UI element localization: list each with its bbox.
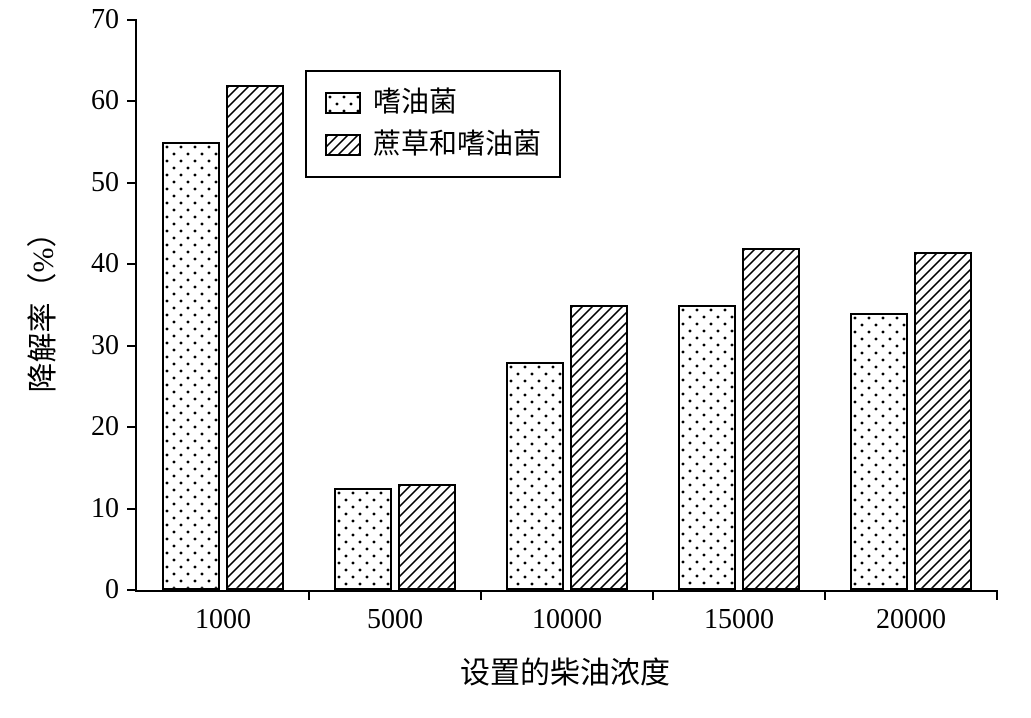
y-tick-mark [127,345,137,347]
plot-area: 01020304050607010005000100001500020000 [135,20,997,592]
bar [914,252,972,590]
legend: 嗜油菌蔗草和嗜油菌 [305,70,561,178]
chart-container: 01020304050607010005000100001500020000 降… [0,0,1031,718]
y-tick-mark [127,19,137,21]
bar [850,313,908,590]
bar [506,362,564,590]
y-tick-mark [127,100,137,102]
y-tick-mark [127,508,137,510]
legend-label: 嗜油菌 [373,82,457,124]
x-tick-label: 15000 [704,590,774,636]
bar [398,484,456,590]
bar [226,85,284,590]
x-tick-label: 20000 [876,590,946,636]
legend-swatch [325,134,361,156]
bar [678,305,736,590]
x-tick-label: 10000 [532,590,602,636]
x-tick-mark [652,590,654,600]
x-tick-mark [824,590,826,600]
x-tick-label: 1000 [195,590,251,636]
y-tick-mark [127,263,137,265]
y-tick-mark [127,182,137,184]
bar [742,248,800,590]
x-tick-mark [480,590,482,600]
legend-item: 嗜油菌 [325,82,541,124]
y-tick-mark [127,426,137,428]
x-tick-mark [308,590,310,600]
bar [570,305,628,590]
y-tick-mark [127,589,137,591]
bar [162,142,220,590]
x-axis-label: 设置的柴油浓度 [460,648,670,692]
x-tick-label: 5000 [367,590,423,636]
legend-swatch [325,92,361,114]
bar [334,488,392,590]
legend-label: 蔗草和嗜油菌 [373,124,541,166]
x-tick-mark [996,590,998,600]
legend-item: 蔗草和嗜油菌 [325,124,541,166]
y-axis-label: 降解率（%） [18,218,62,393]
